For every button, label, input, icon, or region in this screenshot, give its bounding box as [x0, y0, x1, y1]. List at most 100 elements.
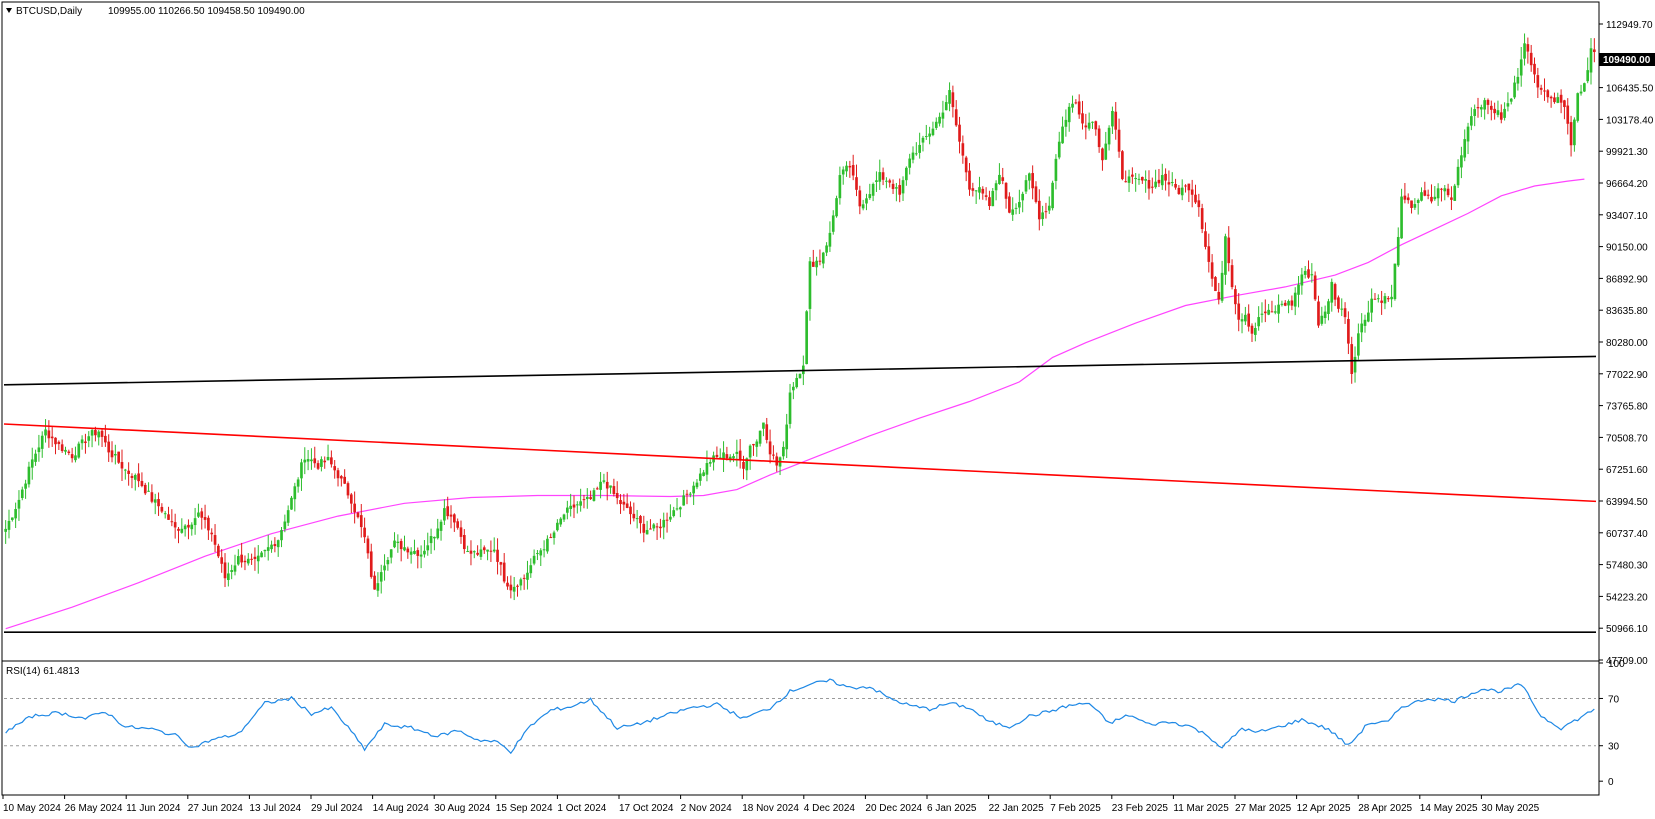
candle-body: [732, 456, 735, 459]
candle-body: [243, 560, 247, 563]
candle-body: [233, 565, 237, 572]
date-tick-label: 7 Feb 2025: [1050, 803, 1101, 814]
candle-body: [914, 153, 918, 155]
candle-body: [80, 439, 84, 444]
candle-body: [1031, 173, 1034, 189]
price-tick-label: 99921.30: [1606, 147, 1648, 158]
candle-body: [489, 550, 493, 552]
candle-body: [1190, 189, 1194, 195]
candle-body: [1360, 323, 1364, 333]
candle-body: [57, 441, 61, 445]
candle-body: [1297, 284, 1300, 295]
candle-body: [163, 513, 167, 515]
candle-body: [1011, 209, 1015, 215]
candle-body: [516, 585, 519, 587]
candle-body: [1127, 176, 1131, 183]
candle-body: [782, 446, 785, 457]
candle-body: [768, 441, 772, 455]
candle-body: [7, 520, 11, 530]
candle-body: [858, 190, 862, 207]
candle-body: [54, 437, 57, 445]
candle-body: [1307, 269, 1310, 278]
candle-body: [416, 550, 420, 556]
candle-body: [1583, 83, 1586, 92]
candle-body: [177, 528, 180, 531]
candle-body: [1496, 110, 1500, 115]
candle-body: [1546, 90, 1550, 98]
candle-body: [300, 462, 303, 479]
candle-body: [559, 518, 563, 525]
candle-body: [290, 497, 293, 510]
candle-body: [878, 172, 882, 182]
candle-body: [137, 473, 140, 482]
candle-body: [632, 513, 636, 519]
candle-body: [100, 430, 104, 437]
candle-body: [1373, 298, 1377, 300]
candle-body: [1234, 289, 1237, 305]
candle-body: [1293, 292, 1297, 307]
candle-body: [1001, 177, 1005, 181]
price-axis: 112949.70109692.80106435.50103178.409992…: [1599, 20, 1654, 667]
candle-body: [1150, 186, 1154, 188]
candle-body: [948, 90, 951, 104]
date-tick-label: 18 Nov 2024: [742, 803, 799, 814]
candle-body: [476, 552, 479, 555]
candle-body: [1280, 303, 1284, 305]
candle-body: [356, 512, 360, 518]
date-tick-label: 22 Jan 2025: [989, 803, 1044, 814]
price-tick-label: 83635.80: [1606, 306, 1648, 317]
price-tick-label: 106435.50: [1606, 84, 1654, 95]
candle-body: [97, 431, 101, 438]
candle-body: [253, 556, 257, 559]
candle-body: [1250, 325, 1254, 334]
candle-body: [669, 516, 672, 520]
candle-body: [855, 177, 858, 190]
rsi-line: [5, 678, 1595, 755]
candle-body: [835, 198, 838, 217]
moving-average: [5, 178, 1585, 630]
candle-body: [905, 167, 908, 181]
candle-body: [738, 450, 742, 460]
candle-body: [529, 565, 533, 574]
candle-body: [881, 172, 885, 180]
candle-body: [459, 527, 463, 537]
price-tick-label: 86892.90: [1606, 274, 1648, 285]
symbol-dropdown-icon[interactable]: [6, 8, 12, 13]
rsi-polyline: [5, 678, 1595, 755]
candle-body: [326, 456, 330, 461]
candle-body: [1556, 97, 1560, 103]
candle-body: [270, 544, 273, 550]
date-tick-label: 30 May 2025: [1481, 803, 1539, 814]
candle-body: [130, 475, 134, 478]
candle-body: [785, 424, 789, 450]
candle-body: [938, 116, 941, 124]
candle-body: [546, 538, 549, 552]
candle-body: [1333, 284, 1337, 300]
candle-body: [1430, 196, 1433, 202]
candle-body: [1303, 270, 1307, 275]
candle-body: [1300, 274, 1304, 286]
candle-body: [160, 506, 164, 512]
candle-body: [961, 143, 965, 156]
candle-body: [1386, 298, 1390, 300]
candle-body: [1327, 301, 1330, 314]
candle-body: [286, 510, 290, 523]
candle-body: [1097, 128, 1101, 148]
candle-body: [24, 483, 27, 489]
candle-body: [499, 562, 503, 565]
candle-body: [702, 472, 705, 476]
candle-body: [519, 579, 523, 586]
candle-body: [971, 188, 975, 191]
candle-body: [246, 558, 250, 564]
candle-body: [1131, 174, 1134, 177]
candle-body: [1270, 311, 1274, 313]
date-tick-label: 15 Sep 2024: [496, 803, 553, 814]
candle-body: [924, 136, 928, 138]
price-tick-label: 93407.10: [1606, 211, 1648, 222]
candle-body: [772, 454, 775, 456]
date-tick-label: 1 Oct 2024: [557, 803, 606, 814]
candle-body: [74, 455, 77, 461]
candle-body: [1087, 122, 1091, 129]
candle-body: [213, 535, 217, 545]
rsi-axis: 100 70 30 0: [1599, 659, 1625, 788]
